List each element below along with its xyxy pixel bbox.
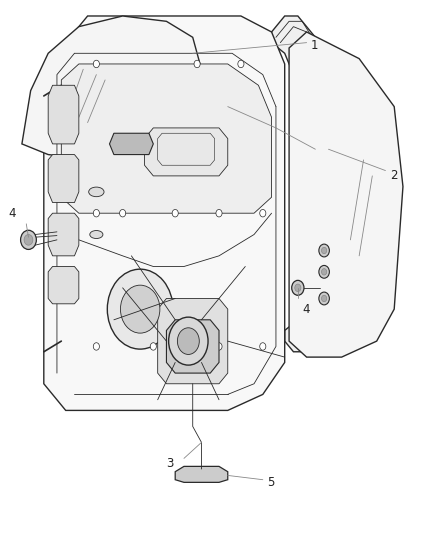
Circle shape bbox=[292, 280, 304, 295]
Circle shape bbox=[216, 209, 222, 217]
Circle shape bbox=[93, 60, 99, 68]
Circle shape bbox=[321, 295, 327, 302]
Polygon shape bbox=[22, 16, 201, 160]
Circle shape bbox=[321, 247, 327, 254]
Circle shape bbox=[120, 285, 160, 333]
Circle shape bbox=[194, 60, 200, 68]
Circle shape bbox=[107, 269, 173, 349]
Text: 4: 4 bbox=[9, 207, 16, 220]
Polygon shape bbox=[166, 320, 219, 373]
Polygon shape bbox=[48, 213, 79, 256]
Polygon shape bbox=[48, 85, 79, 144]
Circle shape bbox=[120, 209, 126, 217]
Circle shape bbox=[24, 235, 33, 245]
Polygon shape bbox=[289, 32, 403, 357]
Circle shape bbox=[260, 343, 266, 350]
Polygon shape bbox=[61, 64, 272, 213]
Polygon shape bbox=[48, 266, 79, 304]
Circle shape bbox=[321, 269, 327, 275]
Ellipse shape bbox=[90, 230, 103, 239]
Circle shape bbox=[93, 343, 99, 350]
Circle shape bbox=[216, 343, 222, 350]
Text: 2: 2 bbox=[390, 169, 397, 182]
Polygon shape bbox=[145, 128, 228, 176]
Circle shape bbox=[295, 284, 301, 292]
Circle shape bbox=[177, 328, 199, 354]
Polygon shape bbox=[110, 133, 153, 155]
Circle shape bbox=[319, 244, 329, 257]
Polygon shape bbox=[175, 466, 228, 482]
Circle shape bbox=[238, 60, 244, 68]
Text: 1: 1 bbox=[311, 39, 318, 52]
Text: 5: 5 bbox=[267, 476, 275, 489]
Text: 4: 4 bbox=[302, 303, 310, 316]
Circle shape bbox=[21, 230, 36, 249]
Text: 3: 3 bbox=[166, 457, 174, 470]
Circle shape bbox=[319, 265, 329, 278]
Polygon shape bbox=[44, 16, 285, 410]
Circle shape bbox=[93, 209, 99, 217]
Ellipse shape bbox=[88, 187, 104, 197]
Circle shape bbox=[172, 209, 178, 217]
Circle shape bbox=[260, 209, 266, 217]
Circle shape bbox=[150, 343, 156, 350]
Polygon shape bbox=[48, 155, 79, 203]
Polygon shape bbox=[272, 16, 328, 352]
Circle shape bbox=[319, 292, 329, 305]
Circle shape bbox=[169, 317, 208, 365]
Polygon shape bbox=[158, 298, 228, 384]
